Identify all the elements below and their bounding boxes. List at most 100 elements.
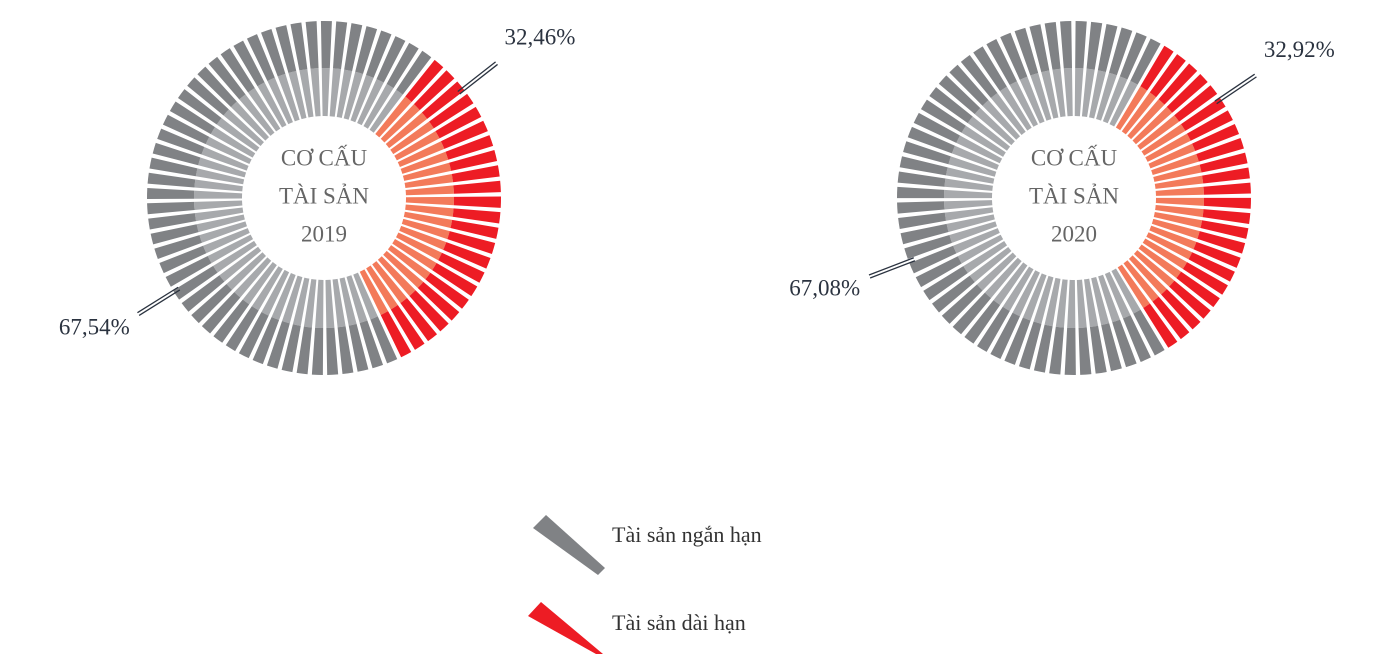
spoke-outer — [452, 208, 501, 224]
spoke-inner — [210, 127, 256, 158]
spoke-outer — [355, 26, 378, 74]
spoke-outer — [238, 311, 269, 359]
value-label: 67,54% — [59, 315, 130, 340]
spoke-inner — [1030, 73, 1052, 121]
spoke-outer — [941, 284, 983, 324]
spoke-outer — [290, 22, 308, 71]
value-label: 32,46% — [504, 24, 575, 49]
spoke-inner — [402, 162, 452, 181]
spoke-inner — [195, 168, 245, 185]
spoke-outer — [1176, 271, 1220, 308]
spoke-outer — [435, 106, 482, 139]
spoke-inner — [1002, 266, 1034, 312]
leader-line — [459, 63, 498, 95]
spoke-inner — [1022, 273, 1047, 321]
spoke-outer — [1130, 38, 1161, 85]
legend-icon — [528, 602, 603, 654]
spoke-outer — [1049, 326, 1064, 375]
spoke-inner — [1155, 204, 1204, 218]
spoke-inner — [336, 69, 353, 118]
spoke-inner — [1155, 197, 1204, 206]
spoke-outer — [1169, 280, 1211, 319]
spoke-outer — [208, 56, 246, 100]
center-text: CƠ CẤU — [281, 144, 368, 170]
spoke-outer — [150, 224, 199, 245]
spoke-inner — [405, 185, 454, 196]
spoke-inner — [974, 107, 1015, 146]
spoke-outer — [897, 201, 945, 214]
spoke-inner — [1132, 106, 1173, 145]
spoke-inner — [226, 252, 266, 290]
spoke-outer — [1182, 262, 1228, 295]
spoke-outer — [359, 320, 384, 369]
center-text: TÀI SẢN — [279, 183, 369, 208]
spoke-outer — [376, 36, 406, 83]
spoke-inner — [1044, 277, 1061, 327]
spoke-outer — [1014, 27, 1039, 76]
spoke-inner — [944, 200, 993, 210]
spoke-outer — [1143, 303, 1178, 348]
spoke-inner — [194, 179, 243, 192]
spoke-outer — [421, 81, 465, 119]
spoke-outer — [1161, 288, 1201, 330]
spoke-outer — [1197, 231, 1246, 254]
spoke-inner — [194, 207, 244, 222]
spoke-outer — [915, 256, 962, 288]
spoke-outer — [929, 87, 973, 124]
spoke-inner — [383, 250, 424, 289]
spoke-inner — [967, 116, 1011, 151]
spoke-outer — [904, 235, 952, 260]
center-text: 2019 — [301, 221, 347, 246]
spoke-inner — [267, 77, 293, 125]
spoke-outer — [148, 213, 197, 230]
spoke-inner — [199, 221, 248, 243]
spoke-inner — [1154, 175, 1204, 189]
spoke-outer — [1140, 45, 1174, 91]
spoke-inner — [1117, 264, 1150, 309]
spoke-outer — [296, 326, 312, 375]
spoke-outer — [1180, 97, 1226, 131]
spoke-inner — [990, 92, 1026, 135]
spoke-outer — [1149, 54, 1186, 98]
spoke-inner — [397, 141, 445, 167]
spoke-outer — [1133, 309, 1165, 356]
spoke-outer — [380, 311, 412, 358]
value-label: 32,92% — [1264, 37, 1335, 62]
spoke-outer — [154, 235, 202, 260]
spoke-inner — [982, 100, 1021, 140]
spoke-inner — [1041, 70, 1059, 119]
spoke-inner — [984, 257, 1022, 299]
spoke-inner — [1055, 279, 1068, 328]
spoke-outer — [986, 38, 1017, 86]
spoke-inner — [969, 246, 1012, 283]
spoke-inner — [315, 279, 324, 328]
spoke-outer — [1097, 24, 1118, 72]
spoke-inner — [390, 121, 434, 155]
spoke-inner — [310, 68, 321, 117]
spoke-outer — [147, 201, 195, 215]
spoke-outer — [405, 59, 444, 102]
spoke-outer — [1203, 197, 1252, 209]
spoke-outer — [1202, 167, 1250, 184]
spoke-inner — [366, 265, 398, 310]
spoke-inner — [223, 109, 264, 146]
spoke-inner — [1151, 153, 1199, 176]
spoke-outer — [938, 75, 981, 115]
spoke-outer — [453, 180, 501, 194]
spoke-inner — [350, 74, 374, 123]
spoke-outer — [1108, 27, 1133, 76]
leader-line — [1214, 73, 1256, 102]
spoke-inner — [1081, 68, 1095, 118]
spoke-inner — [213, 240, 257, 273]
spoke-inner — [396, 232, 442, 261]
donut-segment — [147, 21, 432, 375]
spoke-outer — [252, 316, 280, 365]
spoke-inner — [194, 200, 243, 210]
spoke-inner — [385, 112, 428, 149]
spoke-outer — [1200, 220, 1249, 239]
spoke-inner — [292, 277, 310, 326]
spoke-inner — [1149, 225, 1197, 250]
spoke-outer — [1166, 73, 1208, 113]
spoke-outer — [913, 112, 961, 143]
spoke-inner — [329, 68, 342, 117]
